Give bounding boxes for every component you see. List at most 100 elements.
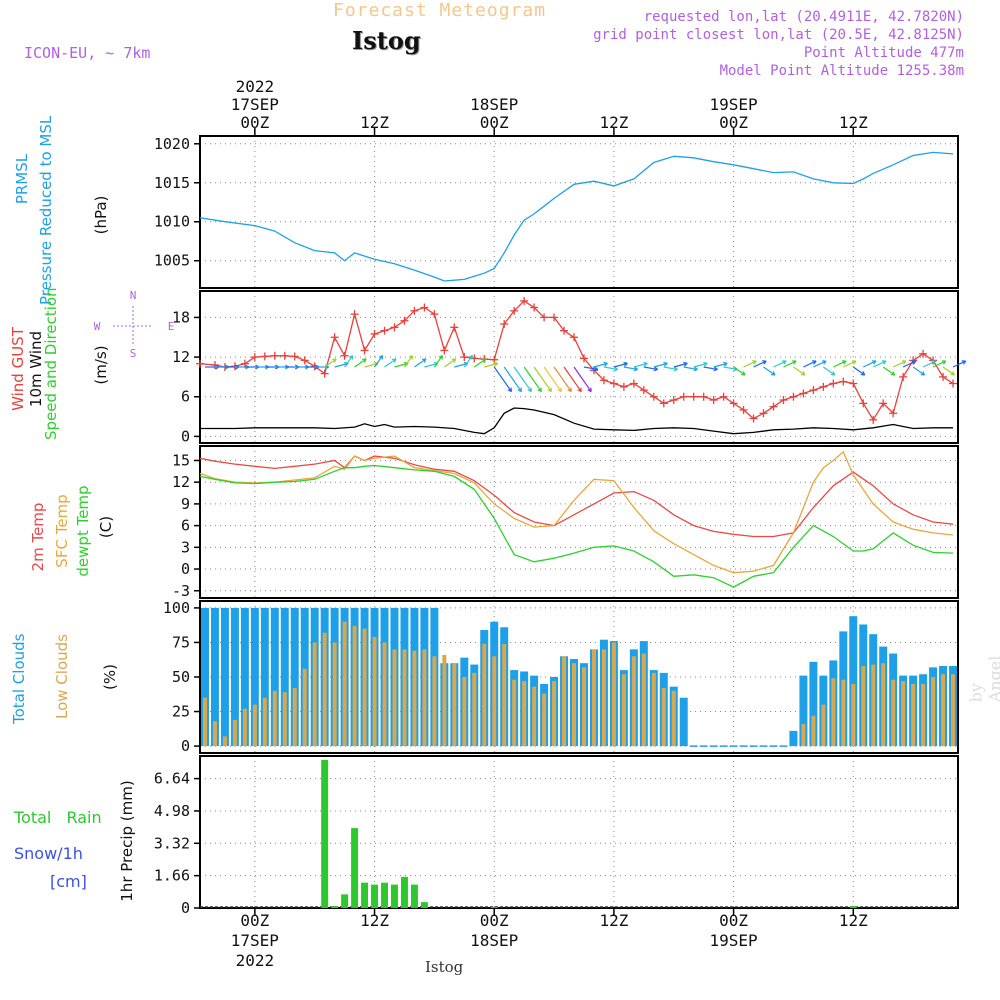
- y-tick-label: 18: [172, 308, 190, 326]
- wind-arrow-shaft: [872, 360, 887, 368]
- gust-marker: [330, 333, 339, 342]
- wind-arrow-shaft: [882, 366, 896, 376]
- low-clouds-bar: [222, 736, 227, 747]
- x-tick-label-bottom: 12Z: [839, 911, 868, 930]
- gust-marker: [899, 372, 908, 381]
- wind-arrow: [493, 366, 513, 393]
- low-clouds-bar: [641, 653, 646, 747]
- wind-arrow-shaft: [543, 366, 562, 392]
- gust-marker: [689, 392, 698, 401]
- wind-arrow-shaft: [723, 366, 738, 371]
- wind-arrow: [613, 361, 628, 368]
- wind-arrow-shaft: [892, 360, 907, 368]
- low-clouds-bar: [292, 688, 297, 747]
- low-clouds-bar: [552, 681, 557, 747]
- gust-marker: [639, 386, 648, 395]
- low-clouds-bar: [402, 649, 407, 747]
- wind-arrow: [324, 358, 337, 368]
- wind-arrow-shaft: [852, 366, 866, 376]
- wind-arrow-head: [683, 361, 688, 364]
- gust-marker: [609, 379, 618, 388]
- wind-arrow-shaft: [463, 355, 473, 368]
- x-tick-label-top: 12Z: [839, 113, 868, 132]
- wind-arrow-shaft: [753, 360, 767, 368]
- wind-arrow: [783, 360, 797, 368]
- low-clouds-bar: [801, 723, 806, 747]
- wind-arrow-shaft: [942, 366, 955, 376]
- gust-marker: [819, 382, 828, 391]
- station-title: Istog: [352, 26, 421, 55]
- wind-arrow: [444, 358, 457, 368]
- gust-marker: [350, 310, 359, 319]
- low-clouds-bar: [282, 692, 287, 747]
- wind-arrow-head: [623, 361, 628, 364]
- y-tick-label: 100: [163, 599, 190, 617]
- y-tick-label: 3.32: [154, 834, 190, 852]
- low-clouds-bar: [302, 668, 307, 747]
- wind-arrow-head: [674, 366, 678, 370]
- low-clouds-bar: [432, 656, 437, 747]
- low-clouds-bar: [372, 636, 377, 747]
- wind-arrow-shaft: [713, 362, 728, 368]
- wind-arrow-shaft: [384, 358, 397, 368]
- wind-arrow-shaft: [563, 366, 582, 392]
- wind-arrow: [663, 366, 678, 372]
- low-clouds-bar: [382, 642, 387, 747]
- wind-arrow: [902, 360, 917, 368]
- wind-arrow-head: [614, 366, 619, 370]
- wind-arrow-shaft: [394, 362, 409, 368]
- gust-marker: [679, 392, 688, 401]
- gust-marker: [500, 320, 509, 329]
- gust-marker: [340, 351, 349, 360]
- gust-marker: [729, 399, 738, 408]
- wind-arrow-shaft: [693, 362, 708, 368]
- wind-arrow-head: [922, 371, 926, 376]
- gust-marker: [809, 386, 818, 395]
- low-clouds-bar: [332, 642, 337, 747]
- wind-arrow: [743, 360, 757, 368]
- wind-arrow: [773, 360, 787, 368]
- wind-arrow-shaft: [773, 360, 787, 368]
- x-tick-label-top: 12Z: [599, 113, 628, 132]
- wind-arrow: [912, 366, 926, 376]
- gust-marker: [709, 396, 718, 405]
- gust-marker: [719, 392, 728, 401]
- low-clouds-bar: [452, 663, 457, 747]
- compass-w: W: [94, 320, 101, 333]
- wind-arrow-shaft: [823, 366, 836, 376]
- wind-arrow: [843, 360, 857, 368]
- gust-marker: [240, 359, 249, 368]
- wind-arrow-head: [832, 371, 836, 376]
- wind-arrow-shaft: [533, 366, 552, 392]
- low-clouds-bar: [462, 677, 467, 747]
- snow-unit-label: [cm]: [50, 872, 87, 891]
- wind-arrow: [623, 366, 639, 372]
- gust-marker: [849, 379, 858, 388]
- gust-marker: [530, 303, 539, 312]
- wind-arrow-head: [892, 371, 896, 376]
- wind-arrow-head: [468, 354, 473, 358]
- wind-arrow: [374, 354, 384, 368]
- gust-marker: [270, 351, 279, 360]
- wind-arrow-head: [862, 371, 866, 376]
- wind-arrow: [803, 360, 817, 368]
- rain-bar: [361, 882, 369, 908]
- requested-coords: requested lon,lat (20.4911E, 42.7820N): [643, 9, 964, 25]
- low-clouds-bar: [891, 679, 896, 747]
- low-clouds-bar: [442, 654, 447, 747]
- total-clouds-bar: [230, 607, 239, 747]
- wind-arrow-shaft: [783, 360, 797, 368]
- wind-arrow: [882, 366, 896, 376]
- gust-marker: [460, 353, 469, 362]
- gust-marker: [420, 303, 429, 312]
- rain-bar: [390, 884, 398, 908]
- wind-arrow-shaft: [573, 366, 592, 392]
- wind-arrow-shaft: [354, 358, 367, 368]
- wind-arrow-head: [663, 361, 668, 364]
- gust-marker: [450, 323, 459, 332]
- low-clouds-bar: [312, 642, 317, 747]
- y-tick-label: 9: [181, 495, 190, 513]
- wind-arrow-shaft: [932, 360, 947, 368]
- wind-arrow-head: [654, 366, 658, 370]
